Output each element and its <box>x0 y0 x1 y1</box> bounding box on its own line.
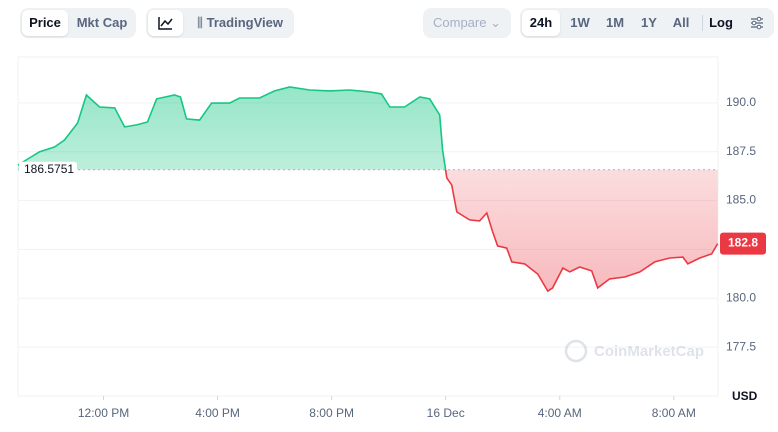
display-button[interactable]: Price <box>22 10 68 36</box>
watermark-logo <box>564 339 588 363</box>
x-tick-label: 12:00 PM <box>78 406 129 420</box>
x-tick-label: 4:00 AM <box>538 406 582 420</box>
range-button[interactable]: All <box>672 15 690 30</box>
range-button[interactable]: 24h <box>522 10 560 36</box>
x-tick-label: 16 Dec <box>427 406 465 420</box>
compare-text: Compare <box>433 15 487 30</box>
watermark-text: CoinMarketCap <box>594 343 704 360</box>
price-line-above <box>17 86 447 170</box>
y-tick-label: 180.0 <box>726 290 756 304</box>
tradingview-button[interactable]: ⫼ TradingView <box>197 15 283 30</box>
price-tag-label: 182.8 <box>728 236 758 250</box>
settings-button[interactable] <box>742 10 772 36</box>
chart-type-toggle: ⫼ TradingView <box>146 8 294 38</box>
y-tick-label: 177.5 <box>726 339 756 353</box>
range-button[interactable]: 1M <box>605 15 625 30</box>
divider <box>702 15 703 31</box>
settings-icon <box>751 16 763 30</box>
x-tick-label: 8:00 AM <box>652 406 696 420</box>
price-tag <box>720 232 766 255</box>
x-tick-label: 4:00 PM <box>195 406 240 420</box>
area-below <box>445 169 718 292</box>
y-tick-label: 190.0 <box>726 95 756 109</box>
display-toggle: Price Mkt Cap <box>20 8 136 38</box>
compare-label: Compare ⌄ <box>433 15 501 30</box>
line-chart-button[interactable] <box>148 10 183 36</box>
tradingview-label: TradingView <box>206 15 283 30</box>
plot-frame <box>17 56 719 397</box>
area-above <box>18 87 718 170</box>
display-button[interactable]: Mkt Cap <box>76 15 128 30</box>
y-tick-label: 187.5 <box>726 144 756 158</box>
baseline-label-box <box>19 161 77 178</box>
line-icon <box>158 17 173 30</box>
x-tick-label: 8:00 PM <box>309 406 354 420</box>
baseline-label: 186.5751 <box>24 162 74 176</box>
price-line-below <box>444 169 719 293</box>
compare-dropdown[interactable]: Compare ⌄ <box>423 8 511 38</box>
range-toggle: 24h 1W 1M 1Y All Log <box>520 8 774 38</box>
range-button[interactable]: 1W <box>570 15 590 30</box>
y-tick-label: 185.0 <box>726 193 756 207</box>
range-button[interactable]: 1Y <box>641 15 657 30</box>
watermark: CoinMarketCap <box>564 339 704 363</box>
y-axis-label: USD <box>732 389 758 403</box>
log-button[interactable]: Log <box>709 15 733 30</box>
